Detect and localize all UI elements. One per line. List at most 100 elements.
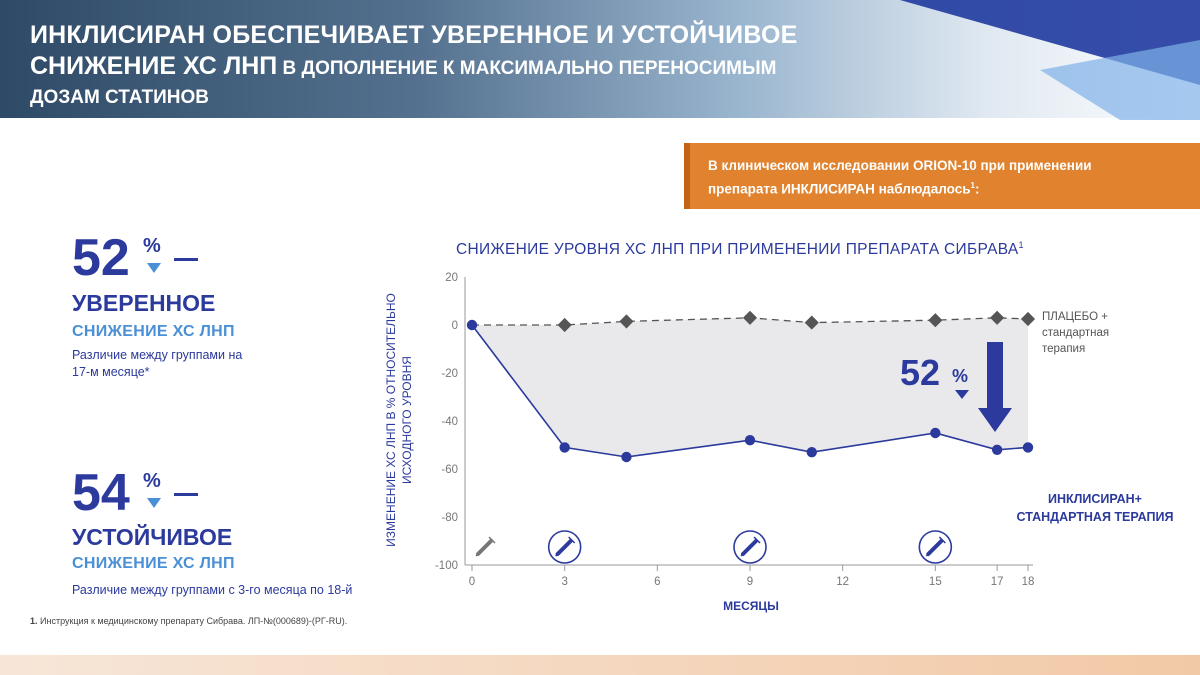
inclisiran-point <box>621 451 632 463</box>
y-tick-label: 20 <box>445 272 458 284</box>
callout-line-1: В клиническом исследовании ORION-10 при … <box>708 158 1092 173</box>
bottom-band <box>0 655 1200 675</box>
syringe-plunger <box>568 536 576 544</box>
stat1-note: Различие между группами на 17-м месяце* <box>72 347 242 381</box>
syringe-needle <box>555 552 560 557</box>
syringe-body <box>926 539 944 556</box>
stat1-dash <box>174 258 198 261</box>
placebo-point <box>990 310 1005 325</box>
stat1-note-line-2: 17-м месяце* <box>72 365 150 379</box>
header-light-wedge <box>1040 40 1200 120</box>
page-title: ИНКЛИСИРАН ОБЕСПЕЧИВАЕТ УВЕРЕННОЕ И УСТО… <box>30 20 797 111</box>
stat1-note-line-1: Различие между группами на <box>72 348 243 362</box>
stat2-percent: % <box>143 470 161 492</box>
x-tick-label: 6 <box>654 576 660 588</box>
stat1-subtitle: СНИЖЕНИЕ ХС ЛНП <box>72 323 235 340</box>
x-tick-label: 17 <box>991 576 1004 588</box>
stat2-title: УСТОЙЧИВОЕ <box>72 524 233 550</box>
x-axis-label: МЕСЯЦЫ <box>723 599 779 613</box>
legend-placebo-line-2: стандартная <box>1042 327 1109 339</box>
header-decoration <box>900 0 1200 120</box>
inclisiran-point <box>930 427 941 439</box>
stat1-title: УВЕРЕННОЕ <box>72 290 216 316</box>
stat1-down-icon <box>147 263 161 273</box>
annotation-percent: % <box>952 366 968 386</box>
x-tick-label: 12 <box>836 576 849 588</box>
syringe-needle <box>475 552 480 557</box>
callout-text: В клиническом исследовании ORION-10 при … <box>708 156 1092 200</box>
annotation-down-icon <box>955 390 969 399</box>
placebo-point <box>804 315 819 330</box>
injection-icons <box>475 530 953 564</box>
footnote-text: Инструкция к медицинскому препарату Сибр… <box>37 616 348 626</box>
placebo-point <box>742 310 758 325</box>
syringe-needle <box>925 552 930 557</box>
y-axis-label-line-1: ИЗМЕНЕНИЕ ХС ЛНП В % ОТНОСИТЕЛЬНО <box>384 293 398 547</box>
stat2-number-text: 54 <box>72 464 130 522</box>
callout-line-2: препарата ИНКЛИСИРАН наблюдалось1: <box>708 176 1092 200</box>
inclisiran-point <box>806 447 817 458</box>
title-line-3: ДОЗАМ СТАТИНОВ <box>30 87 209 108</box>
y-tick-label: -100 <box>435 560 458 572</box>
syringe-needle <box>740 552 745 557</box>
callout-box: В клиническом исследовании ORION-10 при … <box>684 143 1200 209</box>
legend-inclisiran-line-1: ИНКЛИСИРАН+ <box>1048 492 1142 506</box>
callout-colon: : <box>974 181 980 197</box>
legend-placebo-line-1: ПЛАЦЕБО + <box>1042 311 1108 323</box>
chart-title: СНИЖЕНИЕ УРОВНЯ ХС ЛНП ПРИ ПРИМЕНЕНИИ ПР… <box>456 240 1024 258</box>
footnote: 1. Инструкция к медицинскому препарату С… <box>30 615 370 627</box>
placebo-point <box>1020 311 1036 327</box>
y-axis-label: ИЗМЕНЕНИЕ ХС ЛНП В % ОТНОСИТЕЛЬНО ИСХОДН… <box>384 293 414 547</box>
syringe-body <box>741 539 758 556</box>
annotation-arrow-shaft <box>987 342 1003 410</box>
reduction-annotation: 52 % <box>900 342 1012 432</box>
stat2-dash <box>174 493 198 496</box>
title-line-1: ИНКЛИСИРАН ОБЕСПЕЧИВАЕТ УВЕРЕННОЕ И УСТО… <box>30 21 798 49</box>
y-tick-label: 0 <box>452 320 458 332</box>
placebo-line <box>472 317 1029 326</box>
callout-line-2-text: препарата ИНКЛИСИРАН наблюдалось <box>708 181 971 197</box>
stat2-down-icon <box>147 498 161 508</box>
legend-placebo: ПЛАЦЕБО + стандартная терапия <box>1042 311 1109 355</box>
x-tick-label: 3 <box>561 576 567 588</box>
syringe-icon <box>918 530 953 564</box>
legend-placebo-line-3: терапия <box>1042 343 1085 355</box>
stat2-number: 54 <box>72 467 130 519</box>
title-line-2-bold: СНИЖЕНИЕ ХС ЛНП <box>30 52 278 80</box>
difference-area <box>472 317 1028 457</box>
legend-inclisiran: ИНКЛИСИРАН+ СТАНДАРТНАЯ ТЕРАПИЯ <box>1017 492 1174 524</box>
stat2-subtitle: СНИЖЕНИЕ ХС ЛНП <box>72 555 235 572</box>
placebo-point <box>619 314 634 329</box>
inclisiran-point <box>1022 442 1034 453</box>
stat2-note: Различие между группами с 3-го месяца по… <box>72 583 353 597</box>
annotation-number: 52 <box>900 352 940 393</box>
syringe-body <box>555 539 573 556</box>
syringe-icon <box>475 536 496 557</box>
x-tick-label: 9 <box>747 576 753 588</box>
syringe-plunger <box>753 536 761 544</box>
shade-layer <box>472 317 1028 457</box>
x-tick-label: 18 <box>1022 576 1035 588</box>
inclisiran-point <box>991 444 1003 455</box>
x-tick-label: 0 <box>469 576 475 588</box>
y-tick-label: -80 <box>441 512 458 524</box>
stat1-number: 52 <box>72 232 130 284</box>
syringe-plunger <box>938 536 946 544</box>
syringe-plunger <box>488 536 496 544</box>
callout-sup: 1 <box>970 181 975 190</box>
chart-title-sup: 1 <box>1018 240 1023 250</box>
placebo-point <box>928 313 943 328</box>
syringe-icon <box>733 530 767 564</box>
stat1-percent: % <box>143 235 161 257</box>
syringe-icon <box>547 530 582 564</box>
annotation-arrow-down-icon <box>978 408 1012 432</box>
chart-title-text: СНИЖЕНИЕ УРОВНЯ ХС ЛНП ПРИ ПРИМЕНЕНИИ ПР… <box>456 241 1019 258</box>
syringe-body <box>476 539 493 556</box>
axes-layer: 20 0 -20 -40 -60 -80 -100 0 3 6 9 12 15 17 18 <box>435 272 1034 588</box>
legend-inclisiran-line-2: СТАНДАРТНАЯ ТЕРАПИЯ <box>1017 510 1174 524</box>
inclisiran-point <box>744 435 756 446</box>
y-tick-label: -60 <box>441 464 458 476</box>
inclisiran-point <box>559 442 570 453</box>
stat1-number-text: 52 <box>72 229 130 287</box>
